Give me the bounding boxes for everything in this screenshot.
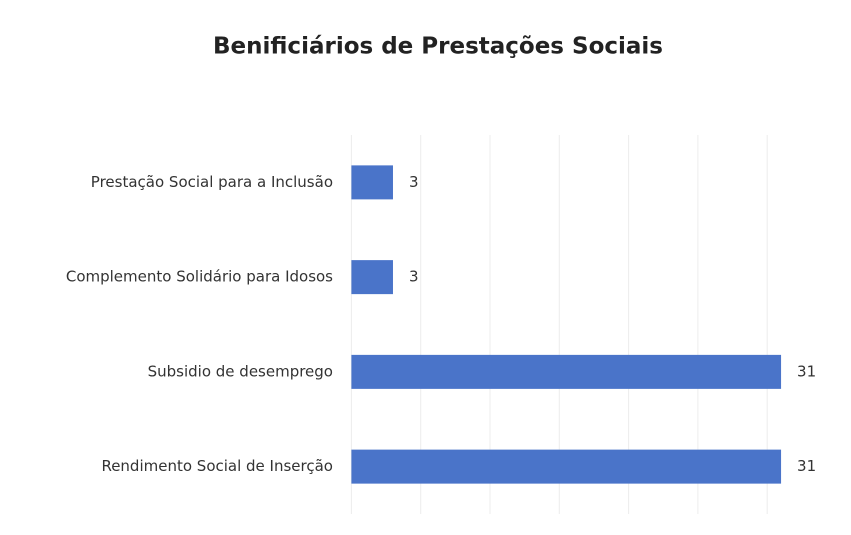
data-label: 31: [797, 362, 816, 380]
chart-title: Benificiários de Prestações Sociais: [213, 34, 663, 60]
bar: [351, 260, 393, 295]
data-label: 3: [409, 173, 419, 191]
y-tick-label: Complemento Solidário para Idosos: [66, 268, 333, 286]
data-label: 3: [409, 268, 419, 286]
bar: [351, 354, 782, 389]
y-tick-label: Prestação Social para a Inclusão: [91, 173, 333, 191]
y-tick-label: Subsidio de desemprego: [148, 362, 333, 380]
y-tick-label: Rendimento Social de Inserção: [101, 457, 333, 475]
bar: [351, 449, 782, 484]
bar: [351, 165, 393, 200]
data-label: 31: [797, 457, 816, 475]
